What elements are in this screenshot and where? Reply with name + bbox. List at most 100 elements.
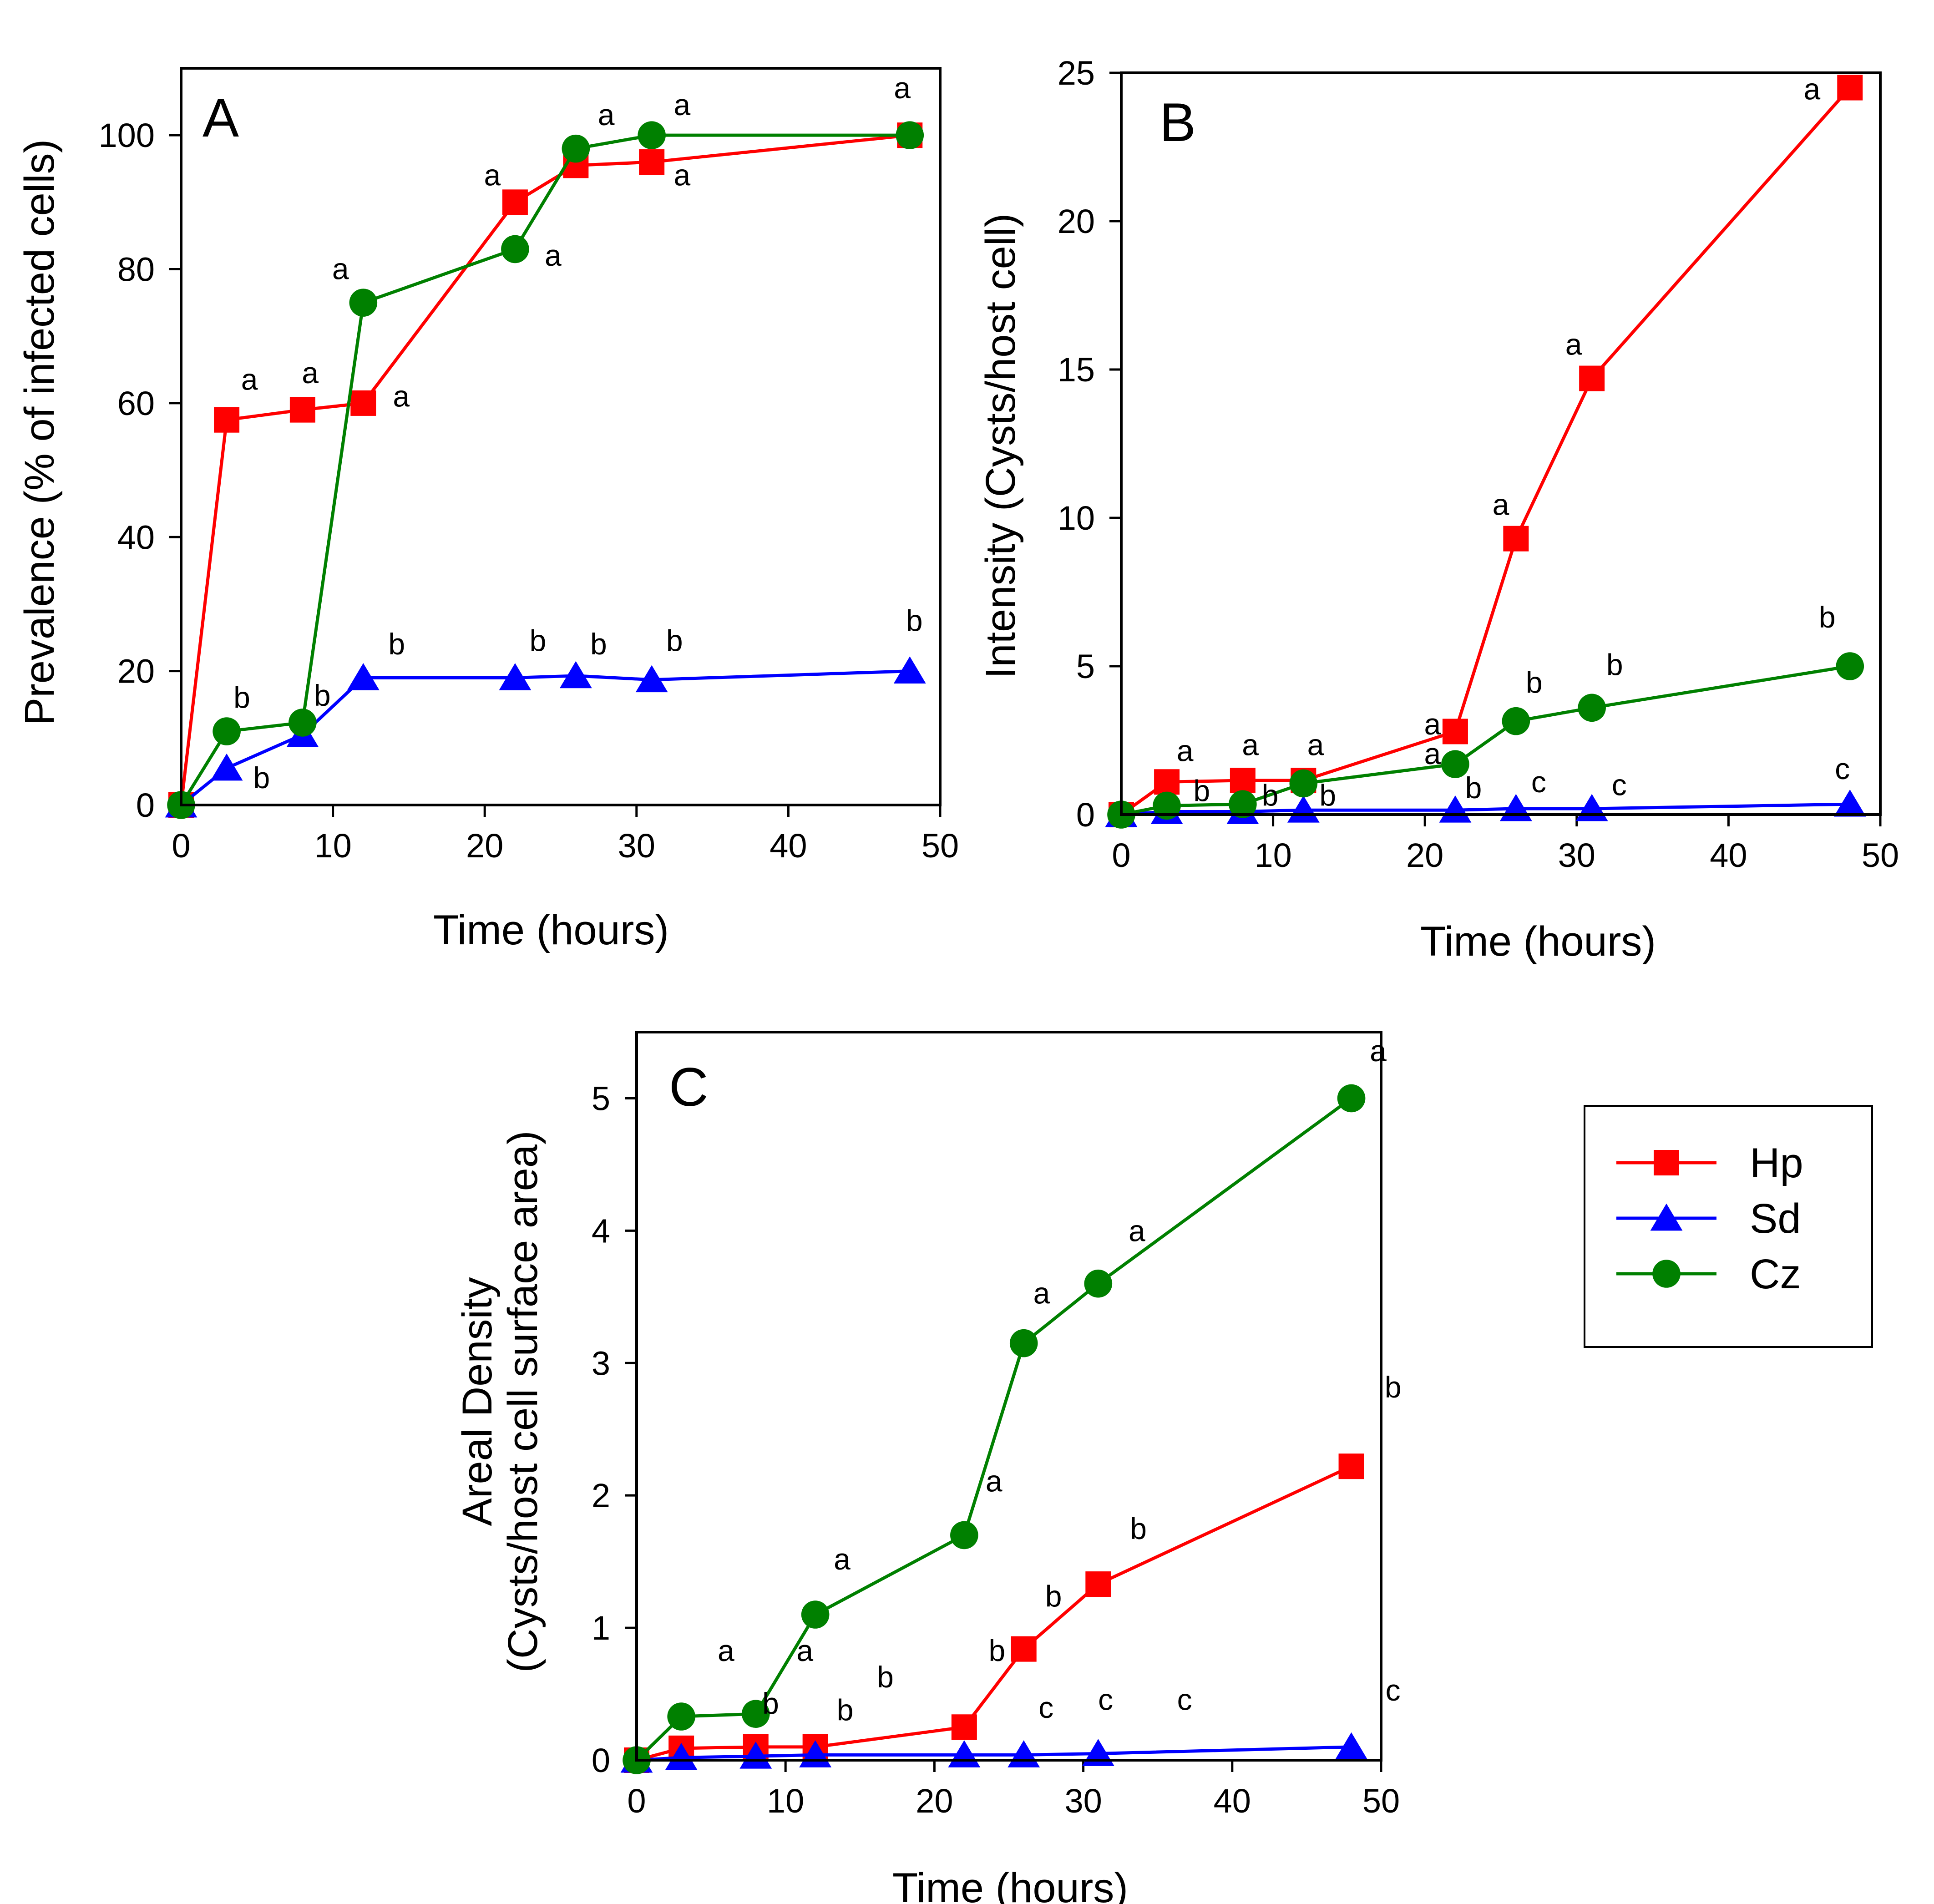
panel-a-x-tick-label: 30: [618, 827, 655, 865]
panel-b-significance-label: b: [1262, 778, 1279, 812]
panel-c-significance-label: b: [837, 1693, 854, 1727]
panel-c-y-tick-label: 2: [592, 1477, 610, 1514]
panel-a-plot-frame: [180, 67, 942, 806]
panel-c-y-axis-title-line1: Areal Density: [454, 1277, 501, 1526]
panel-c-series-cz-point: [801, 1600, 830, 1629]
panel-a-y-tick-label: 60: [117, 385, 155, 422]
panel-c-series-sd-point: [665, 1742, 698, 1770]
panel-c-significance-label: c: [1038, 1691, 1053, 1724]
panel-a-significance-label: b: [314, 679, 331, 712]
panel-b-significance-label: c: [1612, 768, 1627, 802]
panel-b-series-hp-point: [1154, 769, 1180, 795]
panel-b-x-tick-label: 10: [1254, 836, 1291, 874]
panel-c-x-tick-label: 40: [1214, 1782, 1251, 1820]
panel-a-y-tick-label: 0: [136, 786, 155, 824]
panel-a-significance-label: a: [545, 238, 562, 272]
legend-rows: Hp Sd Cz: [1616, 1140, 1803, 1297]
panel-c-y-tick-label: 0: [592, 1742, 610, 1779]
panel-a-significance-label: a: [894, 71, 911, 105]
panel-a-significance-label: a: [674, 158, 691, 192]
panel-c-significance-label: a: [834, 1542, 851, 1576]
panel-c-series-cz-point: [1337, 1084, 1366, 1113]
panel-b-x-tick-label: 50: [1862, 836, 1899, 874]
panel-b-y-tick-label: 20: [1058, 203, 1095, 240]
panel-c-significance-label: a: [1129, 1214, 1145, 1248]
panel-b-significance-label: a: [1177, 734, 1194, 768]
panel-a-y-axis-title: Prevalence (% of infected cells): [16, 139, 63, 726]
panel-b-series-hp-point: [1579, 365, 1605, 391]
panel-b-significance-label: a: [1493, 487, 1509, 521]
panel-a-series-sd-point: [559, 661, 592, 689]
panel-a-x-tick-label: 20: [466, 827, 503, 865]
panel-b-series-cz-point: [1502, 707, 1530, 735]
panel-b-series-cz-point: [1289, 769, 1318, 798]
panel-c-significance-label: b: [1130, 1512, 1147, 1545]
panel-c-series-cz-point: [667, 1702, 695, 1731]
panel-b-x-tick-label: 30: [1558, 836, 1595, 874]
panel-b-y-tick-label: 15: [1058, 351, 1095, 389]
panel-b-y-axis-title: Intensity (Cysts/host cell): [977, 213, 1024, 679]
panel-c-series-sd-line: [636, 1745, 1352, 1762]
panel-c-series-hp-point: [1085, 1571, 1111, 1597]
panel-b-significance-label: b: [1193, 774, 1210, 808]
panel-b-y-tick-label: 10: [1058, 499, 1095, 537]
panel-b: 0 10 20 30 40 500510152025abababaababcabcabc …: [977, 54, 1899, 965]
panel-a-x-tick-label: 50: [921, 827, 959, 865]
panel-b-series-hp-point: [1503, 526, 1529, 552]
panel-a-series-cz-point: [638, 121, 666, 149]
panel-b-x-tick-label: 20: [1406, 836, 1443, 874]
panel-b-y-tick-label: 5: [1076, 648, 1095, 685]
panel-c-significance-label: b: [1385, 1370, 1402, 1404]
legend: Hp Sd Cz: [1584, 1105, 1873, 1348]
panel-a-significance-label: a: [484, 158, 501, 192]
panel-c-series-sd-point: [739, 1742, 772, 1769]
panel-a-significance-label: b: [530, 623, 547, 657]
panel-a-significance-label: b: [388, 627, 405, 661]
panel-b-significance-label: a: [1307, 728, 1324, 762]
legend-marker-cz: [1652, 1260, 1681, 1288]
panel-a-series-sd-point: [499, 663, 532, 690]
panel-c-y-axis-title-line2: (Cysts/host cell surface area): [500, 1130, 546, 1672]
panel-b-series-cz-point: [1578, 694, 1606, 722]
panel-a-series-sd-point: [635, 665, 668, 693]
panel-b-series-cz-point: [1229, 790, 1257, 818]
panel-a-series-cz-point: [562, 134, 590, 163]
panel-c-x-tick-label: 50: [1362, 1782, 1400, 1820]
panel-c-y-tick-label: 1: [592, 1609, 610, 1647]
panel-c-series-cz-point: [950, 1521, 978, 1550]
panel-a-series-cz-point: [896, 121, 924, 149]
panel-a-series-hp-point: [289, 397, 315, 423]
panel-a-significance-label: b: [253, 761, 270, 795]
panel-b-significance-label: a: [1804, 72, 1821, 106]
panel-b-significance-label: b: [1606, 648, 1623, 682]
panel-a-significance-label: b: [590, 627, 607, 661]
panel-b-significance-label: a: [1424, 737, 1441, 770]
panel-c-x-axis-title: Time (hours): [892, 1865, 1128, 1904]
panel-c-series-hp-point: [1011, 1636, 1037, 1662]
panel-b-series-cz-point: [1441, 750, 1469, 778]
panel-b-significance-label: a: [1242, 728, 1259, 762]
panel-c-significance-label: b: [988, 1634, 1005, 1667]
panel-c-significance-label: b: [762, 1686, 779, 1720]
panel-a: 0 10 20 30 40 50 0 20 40 60 80 100 a a a b b b a b a a b a b a a b a…: [16, 67, 959, 953]
legend-label-cz: Cz: [1750, 1251, 1801, 1297]
panel-b-x-tick-label: 0: [1112, 836, 1130, 874]
panel-c-series-cz-point: [1009, 1329, 1038, 1357]
panel-a-significance-label: a: [393, 379, 410, 413]
panel-b-significance-label: c: [1835, 752, 1850, 785]
panel-a-y-tick-label: 40: [117, 518, 155, 556]
panel-a-x-tick-label: 10: [314, 827, 351, 865]
panel-a-significance-label: b: [666, 623, 683, 657]
panel-b-series-hp-point: [1442, 719, 1468, 744]
panel-c-y-tick-label: 3: [592, 1344, 610, 1382]
panel-b-series-sd-point: [1833, 789, 1866, 817]
panel-c-x-tick-label: 10: [767, 1782, 804, 1820]
panel-c-x-tick-label: 30: [1064, 1782, 1102, 1820]
panel-a-series-hp-point: [502, 189, 528, 215]
panel-a-significance-label: a: [598, 98, 615, 132]
panel-b-series-hp-point: [1837, 75, 1863, 101]
panel-c-significance-label: a: [718, 1634, 734, 1667]
